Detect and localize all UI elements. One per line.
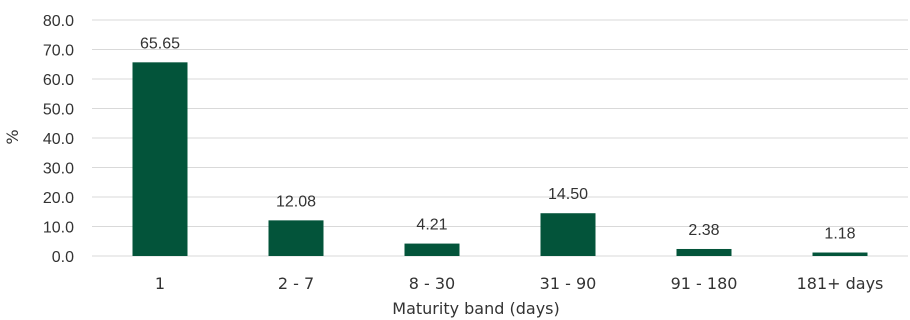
- x-axis-ticks: 1 2 - 7 8 - 30 31 - 90 91 - 180 181+ days: [155, 274, 883, 293]
- data-label: 12.08: [276, 193, 316, 210]
- gridlines: [92, 19, 908, 257]
- y-axis-label: %: [3, 129, 22, 144]
- x-tick-label: 91 - 180: [671, 274, 738, 293]
- data-labels: 65.65 12.08 4.21 14.50 2.38 1.18: [140, 35, 856, 242]
- bar: [132, 62, 188, 256]
- data-label: 65.65: [140, 35, 180, 52]
- y-tick-label: 70.0: [43, 43, 74, 60]
- y-tick-label: 20.0: [43, 190, 74, 207]
- y-tick-label: 60.0: [43, 72, 74, 89]
- bar: [404, 243, 460, 256]
- x-tick-label: 31 - 90: [540, 274, 597, 293]
- y-tick-label: 50.0: [43, 102, 74, 119]
- bars: [132, 62, 868, 256]
- bar: [812, 252, 868, 256]
- x-axis-label: Maturity band (days): [392, 299, 559, 318]
- x-tick-label: 1: [155, 274, 165, 293]
- bar: [268, 220, 324, 256]
- x-tick-label: 8 - 30: [409, 274, 455, 293]
- y-tick-label: 10.0: [43, 220, 74, 237]
- y-tick-label: 80.0: [43, 13, 74, 30]
- y-tick-label: 0.0: [52, 249, 74, 266]
- y-axis-ticks: 0.0 10.0 20.0 30.0 40.0 50.0 60.0 70.0 80.0: [43, 13, 74, 266]
- data-label: 2.38: [688, 222, 719, 239]
- x-tick-label: 181+ days: [797, 274, 884, 293]
- bar: [676, 248, 732, 256]
- bar: [540, 213, 596, 256]
- y-tick-label: 40.0: [43, 131, 74, 148]
- data-label: 1.18: [824, 226, 855, 243]
- data-label: 14.50: [548, 186, 588, 203]
- x-tick-label: 2 - 7: [278, 274, 314, 293]
- y-tick-label: 30.0: [43, 161, 74, 178]
- data-label: 4.21: [416, 217, 447, 234]
